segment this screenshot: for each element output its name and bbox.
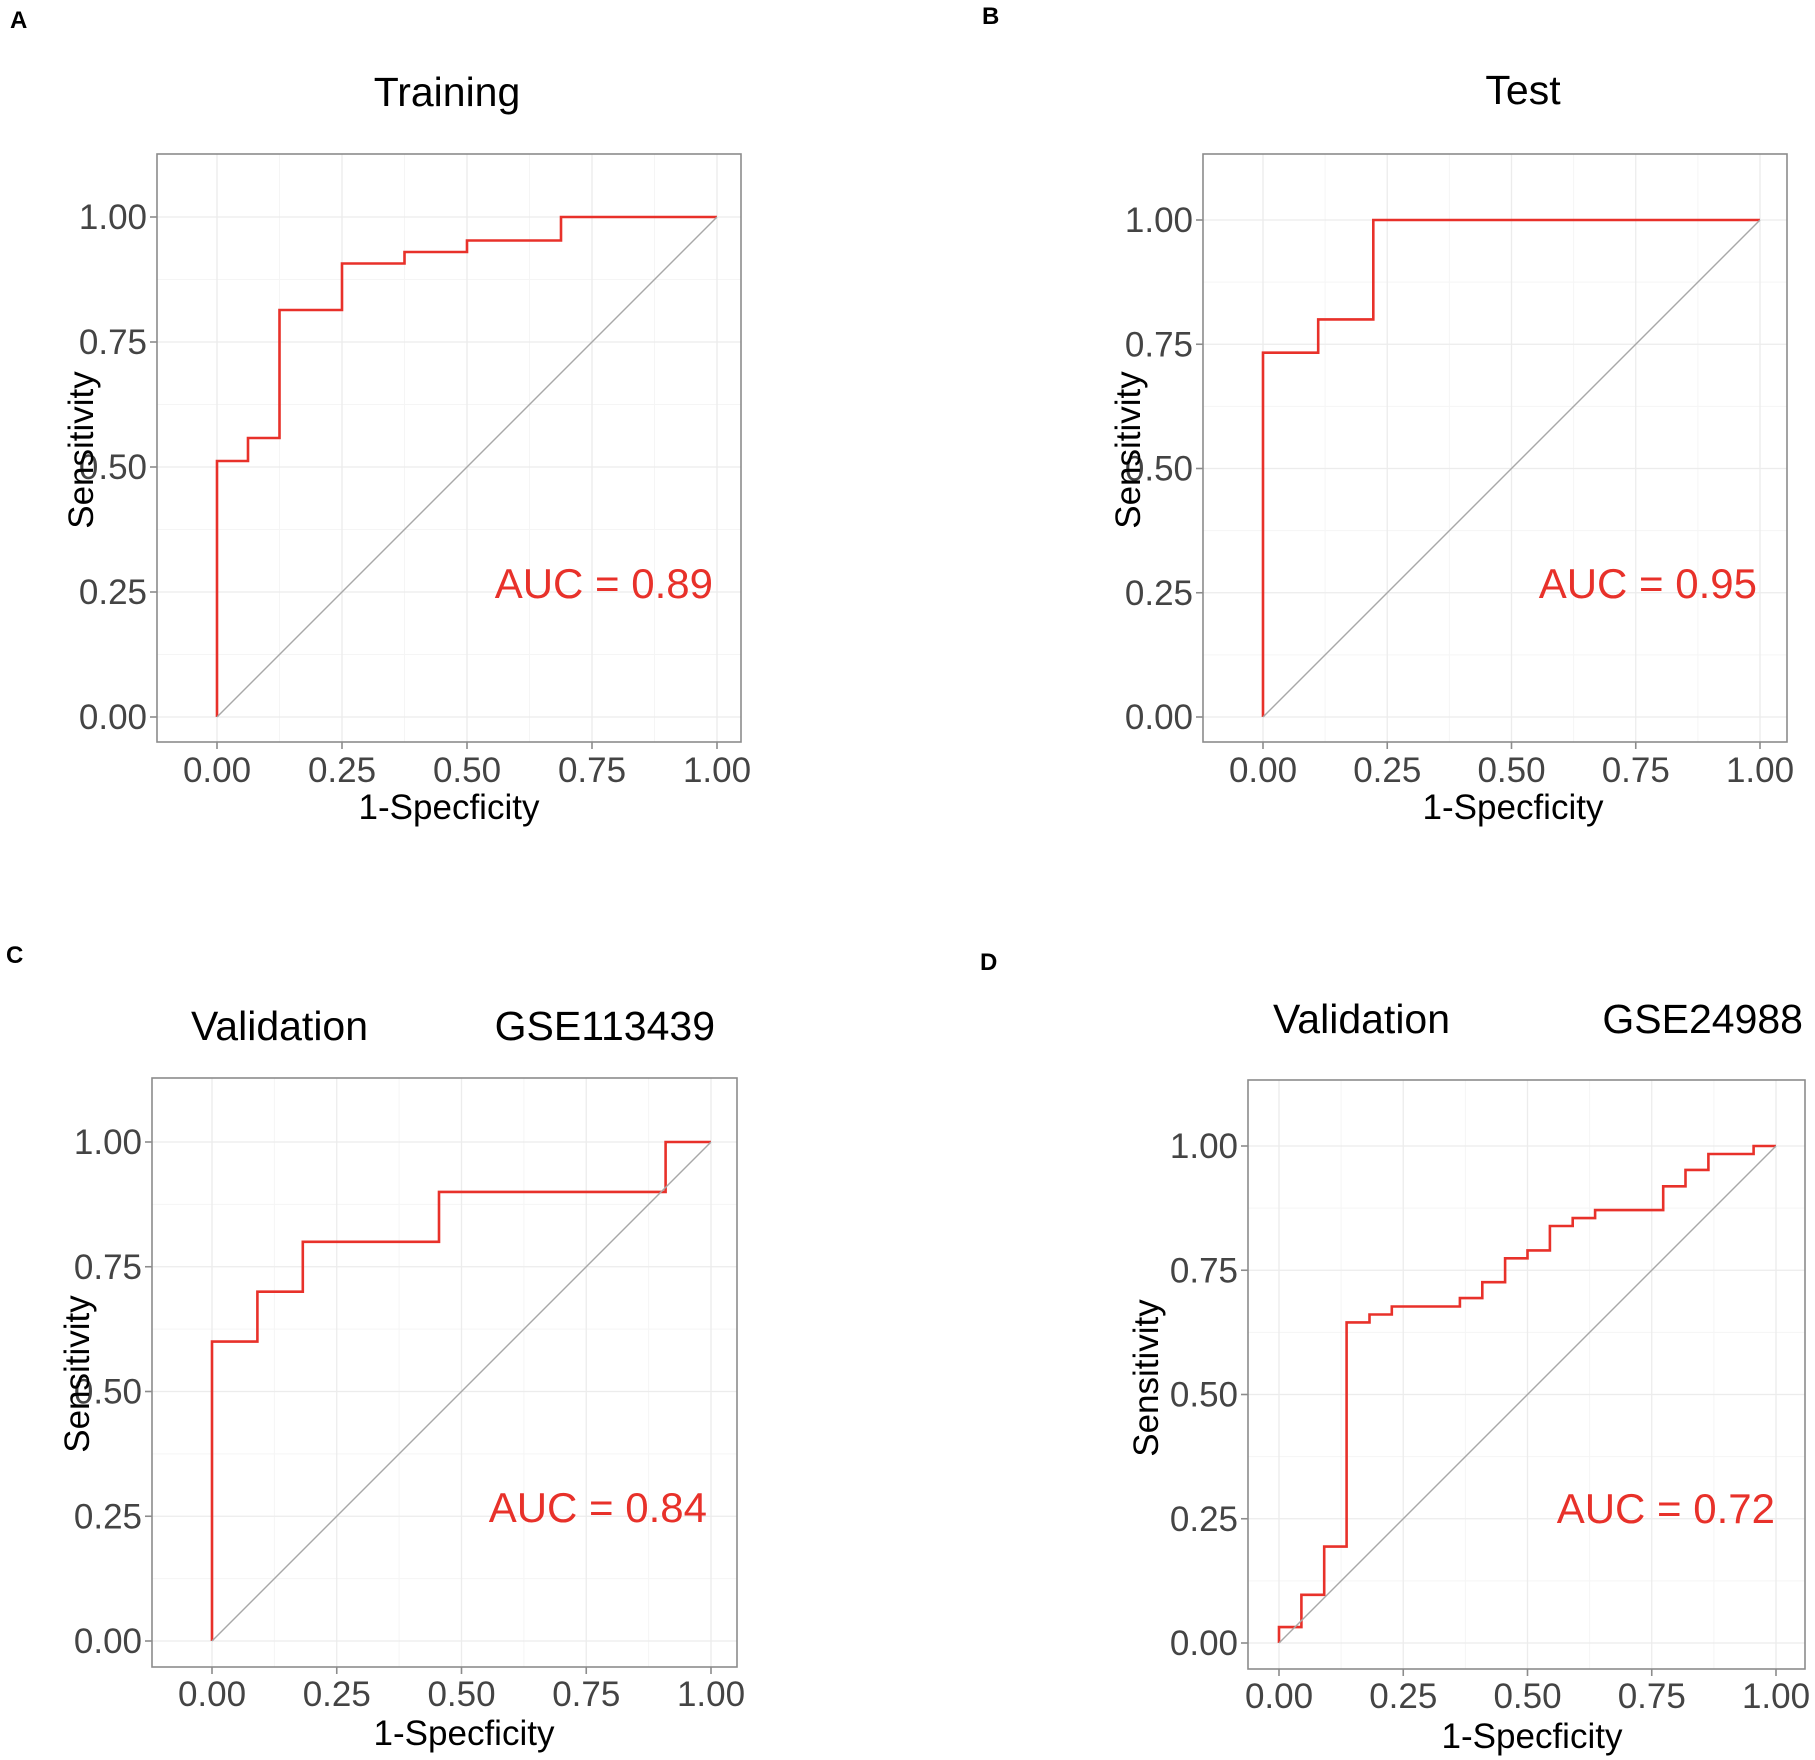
x-axis-label: 1-Specficity — [1423, 788, 1604, 827]
y-tick-label: 0.50 — [74, 1373, 142, 1412]
chart-title: Training — [374, 69, 521, 115]
y-tick-label: 1.00 — [74, 1123, 142, 1162]
y-tick-label: 0.00 — [79, 698, 147, 737]
auc-annotation: AUC = 0.89 — [495, 560, 713, 607]
auc-annotation: AUC = 0.72 — [1557, 1485, 1775, 1532]
x-tick-label: 0.25 — [1369, 1677, 1437, 1716]
auc-annotation: AUC = 0.84 — [489, 1484, 707, 1531]
chart-title: Validation — [1273, 996, 1450, 1042]
x-tick-label: 0.00 — [183, 751, 251, 790]
reference-diagonal — [216, 216, 718, 718]
x-tick-label: 1.00 — [1742, 1677, 1810, 1716]
reference-diagonal — [211, 1141, 712, 1642]
x-tick-label: 0.75 — [558, 751, 626, 790]
x-tick-label: 0.25 — [308, 751, 376, 790]
x-tick-label: 0.75 — [1618, 1677, 1686, 1716]
x-tick-label: 0.25 — [303, 1675, 371, 1714]
panel-label: D — [980, 949, 997, 976]
panel-label: C — [6, 942, 23, 969]
y-tick-label: 0.75 — [74, 1248, 142, 1287]
y-tick-label: 0.25 — [1170, 1500, 1238, 1539]
reference-diagonal — [1262, 219, 1761, 718]
x-tick-label: 0.00 — [178, 1675, 246, 1714]
roc-curve — [1261, 218, 1760, 717]
chart-title: Test — [1485, 67, 1561, 113]
y-tick-label: 0.25 — [74, 1497, 142, 1536]
roc-panel-a: 0.00 0.25 0.50 0.75 1.00 0.00 0.25 0.50 0.75 1.00… — [10, 7, 751, 827]
chart-title: Validation — [191, 1003, 368, 1049]
y-tick-label: 0.00 — [74, 1622, 142, 1661]
x-axis-label: 1-Specficity — [374, 1714, 555, 1753]
y-axis-label: Sensitivity — [62, 371, 101, 529]
plot-frame — [1247, 1079, 1806, 1670]
x-tick-label: 0.50 — [427, 1675, 495, 1714]
x-tick-label: 0.50 — [433, 751, 501, 790]
y-tick-label: 0.00 — [1125, 698, 1193, 737]
x-axis-label: 1-Specficity — [359, 788, 540, 827]
y-tick-label: 0.00 — [1170, 1624, 1238, 1663]
plot-area — [152, 1078, 737, 1667]
x-tick-label: 0.50 — [1493, 1677, 1561, 1716]
x-tick-label: 0.75 — [552, 1675, 620, 1714]
y-axis-label: Sensitivity — [1127, 1299, 1166, 1457]
x-axis-label: 1-Specficity — [1442, 1717, 1623, 1756]
x-tick-label: 0.75 — [1602, 751, 1670, 790]
x-tick-label: 1.00 — [677, 1675, 745, 1714]
auc-annotation: AUC = 0.95 — [1539, 560, 1757, 607]
y-tick-label: 0.50 — [79, 448, 147, 487]
roc-curve — [210, 1140, 711, 1641]
y-tick-label: 0.75 — [1170, 1251, 1238, 1290]
y-tick-label: 0.75 — [1125, 325, 1193, 364]
plot-area — [157, 154, 741, 742]
y-axis-label: Sensitivity — [58, 1295, 97, 1453]
y-tick-label: 0.50 — [1125, 450, 1193, 489]
plot-frame — [151, 1077, 738, 1668]
panel-label: A — [10, 7, 27, 34]
roc-curve — [1277, 1144, 1776, 1643]
y-tick-label: 1.00 — [1125, 201, 1193, 240]
x-tick-label: 0.25 — [1353, 751, 1421, 790]
dataset-label: GSE113439 — [495, 1003, 715, 1049]
roc-panel-d: 0.00 0.25 0.50 0.75 1.00 0.00 0.25 0.50 0.75 1.00… — [980, 949, 1810, 1756]
y-tick-label: 0.75 — [79, 323, 147, 362]
reference-diagonal — [1278, 1145, 1777, 1644]
x-tick-label: 1.00 — [683, 751, 751, 790]
dataset-label: GSE24988 — [1602, 996, 1803, 1042]
roc-panel-c: 0.00 0.25 0.50 0.75 1.00 0.00 0.25 0.50 0.75 1.00… — [6, 942, 745, 1753]
y-tick-label: 1.00 — [79, 198, 147, 237]
panel-label: B — [982, 3, 999, 30]
roc-panel-b: 0.00 0.25 0.50 0.75 1.00 0.00 0.25 0.50 0.75 1.00… — [982, 3, 1794, 827]
roc-curve — [215, 215, 717, 717]
y-tick-label: 0.25 — [79, 573, 147, 612]
x-tick-label: 1.00 — [1726, 751, 1794, 790]
x-tick-label: 0.00 — [1229, 751, 1297, 790]
y-axis-label: Sensitivity — [1109, 371, 1148, 529]
plot-frame — [156, 153, 742, 743]
y-tick-label: 1.00 — [1170, 1127, 1238, 1166]
y-tick-label: 0.25 — [1125, 574, 1193, 613]
plot-area — [1203, 154, 1787, 742]
x-tick-label: 0.00 — [1245, 1677, 1313, 1716]
plot-frame — [1202, 153, 1788, 743]
x-tick-label: 0.50 — [1477, 751, 1545, 790]
y-tick-label: 0.50 — [1170, 1376, 1238, 1415]
